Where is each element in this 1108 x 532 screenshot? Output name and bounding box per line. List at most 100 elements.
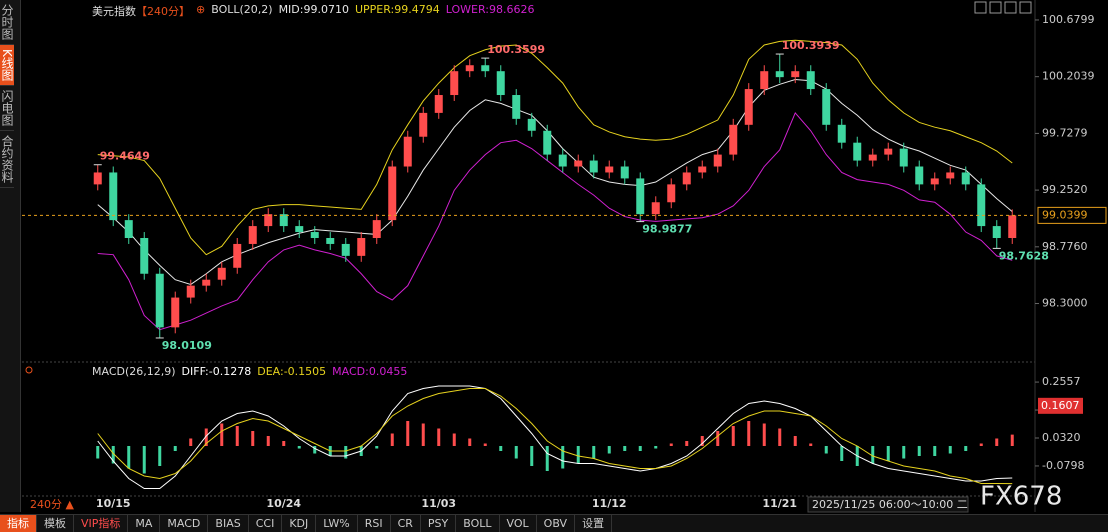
macd-bar bbox=[220, 423, 224, 446]
candle-body bbox=[233, 243, 242, 268]
subtitle: BOLL(20,2) bbox=[211, 3, 273, 16]
toolbar-item[interactable]: CR bbox=[391, 515, 421, 532]
candle-body bbox=[961, 172, 970, 185]
side-tab[interactable]: 合约资料 bbox=[0, 131, 14, 188]
toolbar-item[interactable]: 设置 bbox=[575, 515, 613, 532]
candle-body bbox=[248, 226, 257, 244]
macd-bar bbox=[933, 446, 937, 456]
toolbar-item[interactable]: KDJ bbox=[282, 515, 317, 532]
settings-icon[interactable] bbox=[25, 366, 33, 374]
candle-body bbox=[977, 184, 986, 227]
annotation: 100.3939 bbox=[782, 39, 840, 52]
candle-body bbox=[93, 172, 102, 185]
macd-bar bbox=[142, 446, 146, 474]
annotation: 98.0109 bbox=[162, 339, 212, 352]
candle-body bbox=[155, 273, 164, 328]
macd-bar bbox=[747, 421, 751, 446]
x-tick-label: 11/03 bbox=[421, 497, 456, 510]
macd-bar bbox=[468, 438, 472, 446]
chart-title: MACD(26,12,9) bbox=[92, 365, 176, 378]
side-tab[interactable]: 分时图 bbox=[0, 0, 14, 45]
y-tick-label: 99.2520 bbox=[1042, 183, 1088, 196]
chart-title: 美元指数 bbox=[92, 5, 136, 18]
annotation: 98.7628 bbox=[999, 249, 1049, 262]
window-icons bbox=[974, 1, 1032, 14]
toolbar-item[interactable]: MACD bbox=[160, 515, 209, 532]
macd-bar bbox=[235, 426, 239, 446]
candle-body bbox=[837, 124, 846, 143]
toolbar-item[interactable]: PSY bbox=[421, 515, 457, 532]
candle-body bbox=[109, 172, 118, 221]
candle-body bbox=[853, 142, 862, 161]
macd-bar bbox=[313, 446, 317, 454]
candle-body bbox=[124, 220, 133, 238]
legend-entry: MACD:0.0455 bbox=[332, 365, 408, 378]
macd-bar bbox=[654, 446, 658, 449]
candle-body bbox=[651, 202, 660, 215]
candle-body bbox=[186, 285, 195, 298]
macd-bar bbox=[979, 443, 983, 446]
sidebar: 分时图 K线图 闪电图 合约资料 bbox=[0, 0, 21, 512]
add-icon[interactable]: ⊕ bbox=[196, 3, 206, 16]
toolbar-item[interactable]: VIP指标 bbox=[74, 515, 129, 532]
toolbar-item[interactable]: MA bbox=[128, 515, 161, 532]
candle-body bbox=[822, 89, 831, 125]
last-price-box bbox=[1037, 206, 1107, 224]
macd-bar bbox=[685, 441, 689, 446]
toolbar-item[interactable]: RSI bbox=[358, 515, 391, 532]
toolbar-item[interactable]: 模板 bbox=[37, 515, 74, 532]
macd-bar bbox=[778, 428, 782, 446]
candle-body bbox=[496, 71, 505, 96]
toolbar-item[interactable]: 指标 bbox=[0, 515, 37, 532]
side-tab[interactable]: K线图 bbox=[0, 45, 14, 86]
macd-bar bbox=[917, 446, 921, 456]
candle-body bbox=[899, 148, 908, 167]
macd-bar bbox=[1010, 434, 1014, 446]
macd-bar bbox=[375, 446, 379, 449]
candle-body bbox=[310, 232, 319, 238]
macd-bar bbox=[189, 438, 193, 446]
annotation: 98.9877 bbox=[642, 223, 692, 236]
side-tab[interactable]: 闪电图 bbox=[0, 86, 14, 131]
toolbar-item[interactable]: OBV bbox=[537, 515, 576, 532]
period-select[interactable]: 240分 ▲ bbox=[30, 498, 74, 511]
macd-bar bbox=[514, 446, 518, 459]
y-tick-label: 99.7279 bbox=[1042, 126, 1088, 139]
toolbar-item[interactable]: CCI bbox=[249, 515, 283, 532]
x-tick-label: 10/24 bbox=[266, 497, 301, 510]
candle-body bbox=[884, 148, 893, 155]
toolbar-item[interactable]: BIAS bbox=[208, 515, 249, 532]
candle-body bbox=[589, 160, 598, 173]
x-tick-label: 10/15 bbox=[96, 497, 131, 510]
macd-bar bbox=[266, 436, 270, 446]
candle-body bbox=[171, 297, 180, 328]
macd-bar bbox=[127, 446, 131, 469]
toolbar-item[interactable]: LW% bbox=[316, 515, 358, 532]
macd-bar bbox=[111, 446, 115, 464]
toolbar: 指标 模板 VIP指标 MA MACD BIAS CCI KDJ LW% RSI CR PSY BOLL… bbox=[0, 514, 1108, 532]
candle-body bbox=[698, 166, 707, 173]
candle-body bbox=[341, 243, 350, 256]
macd-bar bbox=[886, 446, 890, 461]
candle-body bbox=[744, 89, 753, 125]
legend-entry: MID:99.0710 bbox=[278, 3, 349, 16]
macd-bar bbox=[793, 436, 797, 446]
candle-body bbox=[419, 112, 428, 137]
macd-bar bbox=[297, 446, 301, 449]
marker-value: 0.1607 bbox=[1041, 399, 1080, 412]
candle-body bbox=[372, 220, 381, 238]
y-tick-label: 100.2039 bbox=[1042, 70, 1095, 83]
macd-bar bbox=[545, 446, 549, 471]
y-tick-label: 100.6799 bbox=[1042, 13, 1095, 26]
toolbar-item[interactable]: VOL bbox=[500, 515, 537, 532]
macd-bar bbox=[576, 446, 580, 464]
macd-bar bbox=[452, 433, 456, 446]
watermark: FX678 bbox=[980, 482, 1062, 512]
macd-bar bbox=[561, 446, 565, 469]
macd-bar bbox=[669, 443, 673, 446]
macd-bar bbox=[406, 421, 410, 446]
candle-body bbox=[868, 154, 877, 161]
toolbar-item[interactable]: BOLL bbox=[456, 515, 500, 532]
indicator-line bbox=[97, 111, 1013, 331]
macd-bar bbox=[964, 446, 968, 451]
